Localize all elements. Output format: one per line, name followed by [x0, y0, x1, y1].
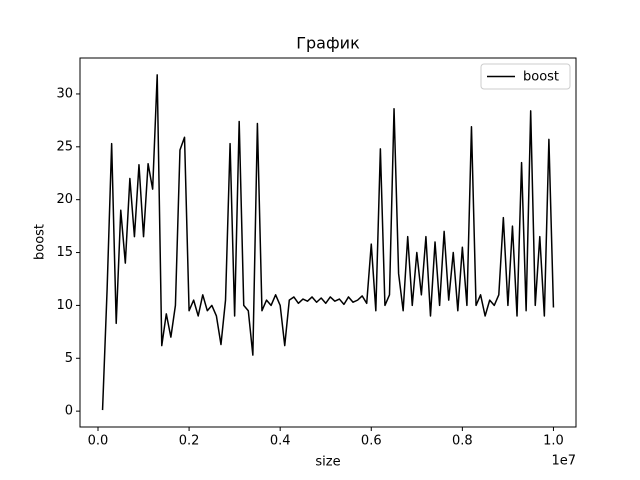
- x-offset-label: 1e7: [551, 454, 576, 469]
- x-tick-label: 0.2: [179, 434, 200, 449]
- x-axis-label: size: [315, 455, 340, 470]
- line-series: [101, 74, 555, 411]
- y-tick-label: 15: [56, 245, 73, 260]
- legend-label: boost: [523, 70, 559, 85]
- y-axis-label: boost: [33, 224, 48, 260]
- y-tick-label: 0: [65, 404, 73, 419]
- legend-box: [480, 63, 571, 90]
- y-tick-label: 30: [56, 86, 73, 101]
- y-tick-label: 25: [56, 139, 73, 154]
- x-tick-label: 1.0: [543, 434, 564, 449]
- y-tick-label: 20: [56, 192, 73, 207]
- x-tick-label: 0.0: [88, 434, 109, 449]
- y-tick-label: 10: [56, 298, 73, 313]
- x-tick-label: 0.8: [452, 434, 473, 449]
- chart-title: График: [296, 34, 360, 53]
- y-tick-label: 5: [65, 351, 73, 366]
- axes-frame: [79, 57, 577, 428]
- x-tick-label: 0.4: [270, 434, 291, 449]
- x-tick-label: 0.6: [361, 434, 382, 449]
